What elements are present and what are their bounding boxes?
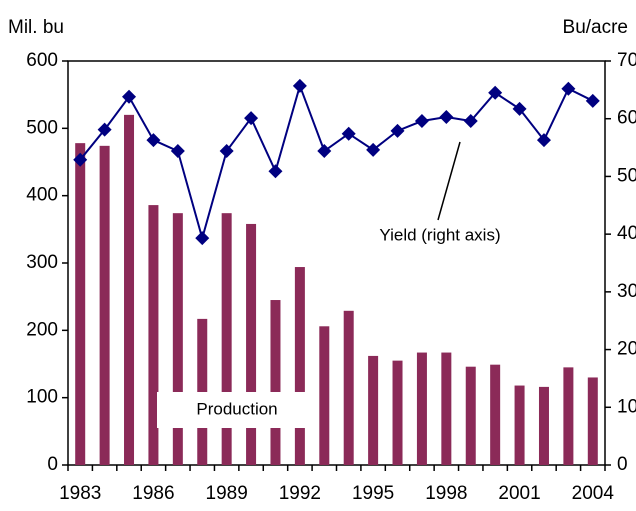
y-tick-label: 500	[26, 117, 58, 138]
x-tick-label: 1992	[279, 483, 321, 504]
marker	[219, 144, 234, 159]
y-tick-label: 600	[26, 50, 58, 71]
y-tick-label: 300	[26, 252, 58, 273]
x-tick-label: 1995	[352, 483, 394, 504]
marker	[170, 144, 185, 159]
bar	[172, 213, 183, 465]
x-tick-label: 1998	[425, 483, 467, 504]
y2-axis-title: Bu/acre	[563, 17, 628, 38]
annotation-box	[157, 392, 318, 428]
annotation-pointer	[437, 141, 461, 221]
bar	[514, 385, 525, 465]
marker	[146, 133, 161, 148]
marker	[366, 142, 381, 157]
y2-tick-label: 30	[617, 281, 636, 302]
x-tick-label: 1983	[59, 483, 101, 504]
bar	[148, 205, 159, 466]
bar	[441, 352, 452, 465]
bar	[368, 355, 379, 465]
marker	[73, 152, 88, 167]
y2-tick-label: 40	[617, 223, 636, 244]
bar	[75, 143, 86, 465]
bar	[319, 326, 330, 465]
marker	[317, 144, 332, 159]
bar	[392, 360, 403, 465]
marker	[292, 78, 307, 93]
bar	[99, 145, 110, 465]
annotation: Production	[196, 399, 277, 418]
marker	[195, 231, 210, 246]
y2-tick-label: 0	[617, 454, 628, 475]
bar	[246, 223, 257, 465]
bar	[270, 300, 281, 465]
y-tick-label: 100	[26, 387, 58, 408]
y2-tick-label: 60	[617, 108, 636, 129]
bar	[538, 386, 549, 465]
bar	[221, 213, 232, 465]
marker	[488, 85, 503, 100]
y2-tick-label: 10	[617, 396, 636, 417]
x-tick-label: 2001	[498, 483, 540, 504]
marker	[561, 81, 576, 96]
bar	[490, 364, 501, 465]
marker	[97, 122, 112, 137]
bar	[343, 310, 354, 465]
marker	[390, 123, 405, 138]
marker	[585, 93, 600, 108]
marker	[439, 109, 454, 124]
marker	[268, 164, 283, 179]
bar	[563, 367, 574, 465]
y-tick-label: 400	[26, 185, 58, 206]
marker	[463, 114, 478, 129]
x-tick-label: 1986	[132, 483, 174, 504]
y2-tick-label: 50	[617, 165, 636, 186]
bar	[465, 366, 476, 465]
marker	[536, 133, 551, 148]
y-tick-label: 200	[26, 319, 58, 340]
bar	[587, 377, 598, 465]
annotation: Yield (right axis)	[379, 225, 500, 244]
bar	[124, 114, 135, 465]
y2-tick-label: 70	[617, 50, 636, 71]
marker	[341, 126, 356, 141]
x-tick-label: 1989	[206, 483, 248, 504]
marker	[512, 101, 527, 116]
bar	[416, 352, 427, 465]
marker	[122, 89, 137, 104]
x-tick-label: 2004	[572, 483, 615, 504]
line	[79, 82, 594, 242]
marker	[244, 111, 259, 126]
bar	[197, 318, 208, 465]
marker	[414, 114, 429, 129]
y2-tick-label: 20	[617, 339, 636, 360]
y-axis-title: Mil. bu	[8, 17, 64, 38]
y-tick-label: 0	[47, 454, 58, 475]
bar	[294, 267, 305, 465]
